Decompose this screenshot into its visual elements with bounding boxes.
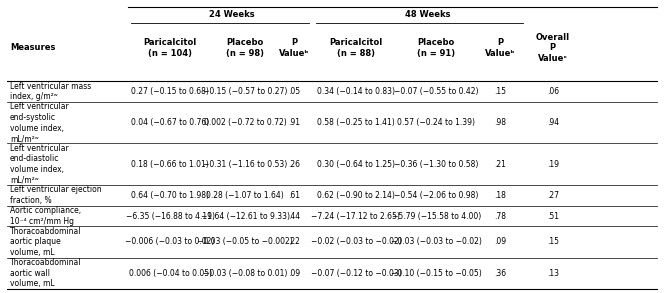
Text: −0.006 (−0.03 to 0.02): −0.006 (−0.03 to 0.02) xyxy=(125,237,215,246)
Text: .27: .27 xyxy=(546,191,559,200)
Text: Paricalcitol
(n = 104): Paricalcitol (n = 104) xyxy=(143,38,197,58)
Text: .51: .51 xyxy=(546,212,559,221)
Text: −6.35 (−16.88 to 4.19): −6.35 (−16.88 to 4.19) xyxy=(125,212,214,221)
Text: Measures: Measures xyxy=(10,43,55,52)
Text: Placebo
(n = 98): Placebo (n = 98) xyxy=(226,38,264,58)
Text: 0.27 (−0.15 to 0.68): 0.27 (−0.15 to 0.68) xyxy=(131,87,209,96)
Text: −0.31 (−1.16 to 0.53): −0.31 (−1.16 to 0.53) xyxy=(203,160,288,169)
Text: Thoracoabdominal
aortic wall
volume, mL: Thoracoabdominal aortic wall volume, mL xyxy=(10,258,82,288)
Text: .94: .94 xyxy=(546,118,559,127)
Text: −0.03 (−0.08 to 0.01): −0.03 (−0.08 to 0.01) xyxy=(203,269,288,277)
Text: .09: .09 xyxy=(288,269,301,277)
Text: P
Valueᵇ: P Valueᵇ xyxy=(485,38,516,58)
Text: P
Valueᵇ: P Valueᵇ xyxy=(280,38,309,58)
Text: .26: .26 xyxy=(288,160,300,169)
Text: 0.28 (−1.07 to 1.64): 0.28 (−1.07 to 1.64) xyxy=(207,191,284,200)
Text: Left ventricular
end-systolic
volume index,
mL/m²ʷ: Left ventricular end-systolic volume ind… xyxy=(10,102,68,143)
Text: .19: .19 xyxy=(546,160,559,169)
Text: Placebo
(n = 91): Placebo (n = 91) xyxy=(417,38,456,58)
Text: 0.34 (−0.14 to 0.83): 0.34 (−0.14 to 0.83) xyxy=(317,87,395,96)
Text: Left ventricular mass
index, g/m²ʷ: Left ventricular mass index, g/m²ʷ xyxy=(10,82,91,101)
Text: 24 Weeks: 24 Weeks xyxy=(209,10,255,19)
Text: 0.006 (−0.04 to 0.05): 0.006 (−0.04 to 0.05) xyxy=(129,269,212,277)
Text: .78: .78 xyxy=(495,212,507,221)
Text: .44: .44 xyxy=(288,212,301,221)
Text: Left ventricular ejection
fraction, %: Left ventricular ejection fraction, % xyxy=(10,185,102,205)
Text: −0.03 (−0.03 to −0.02): −0.03 (−0.03 to −0.02) xyxy=(391,237,482,246)
Text: 0.30 (−0.64 to 1.25): 0.30 (−0.64 to 1.25) xyxy=(317,160,395,169)
Text: Aortic compliance,
10⁻⁴ cm²/mm Hg: Aortic compliance, 10⁻⁴ cm²/mm Hg xyxy=(10,206,81,226)
Text: .15: .15 xyxy=(495,87,507,96)
Text: −0.02 (−0.03 to −0.02): −0.02 (−0.03 to −0.02) xyxy=(311,237,401,246)
Text: Thoracoabdominal
aortic plaque
volume, mL: Thoracoabdominal aortic plaque volume, m… xyxy=(10,227,82,257)
Text: .91: .91 xyxy=(288,118,300,127)
Text: 0.04 (−0.67 to 0.76): 0.04 (−0.67 to 0.76) xyxy=(131,118,209,127)
Text: −5.79 (−15.58 to 4.00): −5.79 (−15.58 to 4.00) xyxy=(392,212,481,221)
Text: −0.54 (−2.06 to 0.98): −0.54 (−2.06 to 0.98) xyxy=(394,191,479,200)
Text: Overall
P
Valueᶜ: Overall P Valueᶜ xyxy=(536,33,570,63)
Text: 0.002 (−0.72 to 0.72): 0.002 (−0.72 to 0.72) xyxy=(204,118,287,127)
Text: Paricalcitol
(n = 88): Paricalcitol (n = 88) xyxy=(329,38,382,58)
Text: .22: .22 xyxy=(288,237,300,246)
Text: .05: .05 xyxy=(288,87,301,96)
Text: .06: .06 xyxy=(546,87,559,96)
Text: .61: .61 xyxy=(288,191,300,200)
Text: −1.64 (−12.61 to 9.33): −1.64 (−12.61 to 9.33) xyxy=(201,212,290,221)
Text: −0.10 (−0.15 to −0.05): −0.10 (−0.15 to −0.05) xyxy=(391,269,481,277)
Text: .18: .18 xyxy=(495,191,507,200)
Text: 0.18 (−0.66 to 1.01): 0.18 (−0.66 to 1.01) xyxy=(131,160,209,169)
Text: 0.57 (−0.24 to 1.39): 0.57 (−0.24 to 1.39) xyxy=(397,118,475,127)
Text: −0.07 (−0.55 to 0.42): −0.07 (−0.55 to 0.42) xyxy=(394,87,479,96)
Text: Left ventricular
end-diastolic
volume index,
mL/m²ʷ: Left ventricular end-diastolic volume in… xyxy=(10,144,68,185)
Text: 0.58 (−0.25 to 1.41): 0.58 (−0.25 to 1.41) xyxy=(317,118,395,127)
Text: −0.07 (−0.12 to −0.03): −0.07 (−0.12 to −0.03) xyxy=(311,269,401,277)
Text: .36: .36 xyxy=(495,269,507,277)
Text: .09: .09 xyxy=(495,237,507,246)
Text: .13: .13 xyxy=(546,269,559,277)
Text: 0.64 (−0.70 to 1.98): 0.64 (−0.70 to 1.98) xyxy=(131,191,209,200)
Text: 48 Weeks: 48 Weeks xyxy=(406,10,451,19)
Text: 0.62 (−0.90 to 2.14): 0.62 (−0.90 to 2.14) xyxy=(317,191,395,200)
Text: .21: .21 xyxy=(495,160,507,169)
Text: .15: .15 xyxy=(546,237,559,246)
Text: −0.03 (−0.05 to −0.002): −0.03 (−0.05 to −0.002) xyxy=(197,237,293,246)
Text: .98: .98 xyxy=(495,118,507,127)
Text: −0.15 (−0.57 to 0.27): −0.15 (−0.57 to 0.27) xyxy=(203,87,288,96)
Text: −0.36 (−1.30 to 0.58): −0.36 (−1.30 to 0.58) xyxy=(394,160,479,169)
Text: −7.24 (−17.12 to 2.65): −7.24 (−17.12 to 2.65) xyxy=(311,212,400,221)
